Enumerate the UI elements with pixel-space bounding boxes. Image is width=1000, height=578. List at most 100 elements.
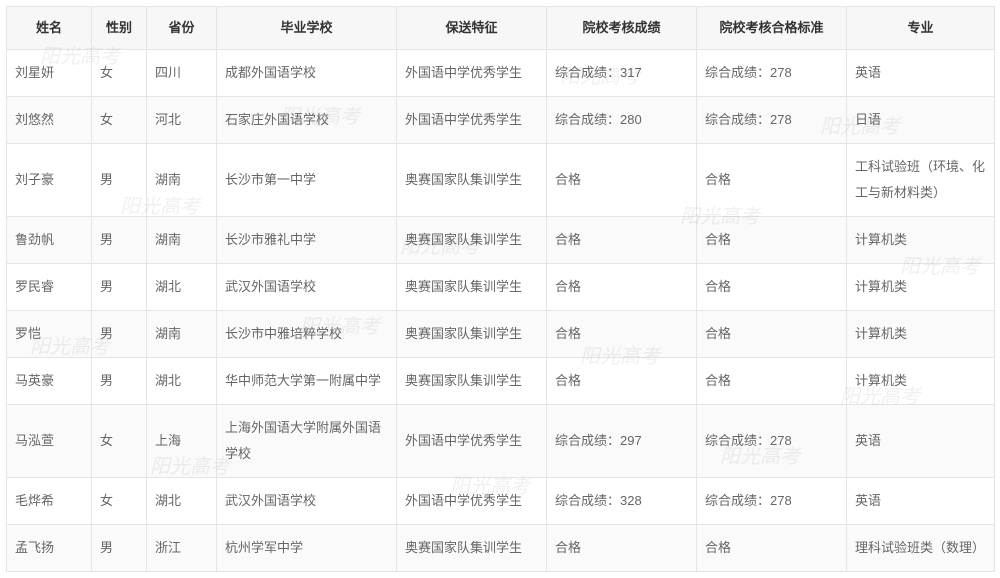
col-header-gender: 性别 — [92, 7, 147, 50]
cell-standard: 合格 — [697, 358, 847, 405]
cell-name: 刘悠然 — [7, 97, 92, 144]
table-row: 毛烨希女湖北武汉外国语学校外国语中学优秀学生综合成绩：328综合成绩：278英语 — [7, 478, 995, 525]
cell-name: 刘子豪 — [7, 144, 92, 217]
cell-province: 四川 — [147, 50, 217, 97]
cell-feature: 奥赛国家队集训学生 — [397, 358, 547, 405]
cell-province: 湖北 — [147, 478, 217, 525]
cell-province: 上海 — [147, 405, 217, 478]
cell-school: 武汉外国语学校 — [217, 478, 397, 525]
cell-standard: 合格 — [697, 144, 847, 217]
table-row: 罗恺男湖南长沙市中雅培粹学校奥赛国家队集训学生合格合格计算机类 — [7, 311, 995, 358]
cell-gender: 女 — [92, 97, 147, 144]
cell-gender: 女 — [92, 405, 147, 478]
cell-province: 湖南 — [147, 144, 217, 217]
cell-province: 河北 — [147, 97, 217, 144]
cell-feature: 外国语中学优秀学生 — [397, 97, 547, 144]
cell-school: 石家庄外国语学校 — [217, 97, 397, 144]
cell-major: 工科试验班（环境、化工与新材料类） — [847, 144, 995, 217]
cell-score: 综合成绩：317 — [547, 50, 697, 97]
cell-feature: 外国语中学优秀学生 — [397, 50, 547, 97]
cell-school: 杭州学军中学 — [217, 525, 397, 572]
cell-major: 英语 — [847, 478, 995, 525]
cell-province: 浙江 — [147, 525, 217, 572]
table-row: 刘子豪男湖南长沙市第一中学奥赛国家队集训学生合格合格工科试验班（环境、化工与新材… — [7, 144, 995, 217]
cell-name: 孟飞扬 — [7, 525, 92, 572]
table-row: 孟飞扬男浙江杭州学军中学奥赛国家队集训学生合格合格理科试验班类（数理） — [7, 525, 995, 572]
cell-major: 计算机类 — [847, 264, 995, 311]
cell-major: 理科试验班类（数理） — [847, 525, 995, 572]
cell-gender: 女 — [92, 478, 147, 525]
table-row: 刘悠然女河北石家庄外国语学校外国语中学优秀学生综合成绩：280综合成绩：278日… — [7, 97, 995, 144]
col-header-province: 省份 — [147, 7, 217, 50]
cell-name: 马英豪 — [7, 358, 92, 405]
col-header-score: 院校考核成绩 — [547, 7, 697, 50]
cell-school: 武汉外国语学校 — [217, 264, 397, 311]
cell-gender: 男 — [92, 217, 147, 264]
cell-school: 长沙市第一中学 — [217, 144, 397, 217]
table-header: 姓名性别省份毕业学校保送特征院校考核成绩院校考核合格标准专业 — [7, 7, 995, 50]
cell-province: 湖南 — [147, 311, 217, 358]
cell-name: 刘星妍 — [7, 50, 92, 97]
cell-standard: 综合成绩：278 — [697, 478, 847, 525]
cell-school: 长沙市雅礼中学 — [217, 217, 397, 264]
col-header-major: 专业 — [847, 7, 995, 50]
cell-standard: 综合成绩：278 — [697, 50, 847, 97]
table-row: 鲁劲帆男湖南长沙市雅礼中学奥赛国家队集训学生合格合格计算机类 — [7, 217, 995, 264]
cell-feature: 外国语中学优秀学生 — [397, 478, 547, 525]
cell-score: 合格 — [547, 358, 697, 405]
cell-feature: 奥赛国家队集训学生 — [397, 217, 547, 264]
col-header-feature: 保送特征 — [397, 7, 547, 50]
cell-score: 合格 — [547, 311, 697, 358]
cell-standard: 综合成绩：278 — [697, 97, 847, 144]
cell-gender: 男 — [92, 144, 147, 217]
cell-province: 湖北 — [147, 358, 217, 405]
cell-score: 综合成绩：297 — [547, 405, 697, 478]
cell-score: 综合成绩：328 — [547, 478, 697, 525]
table-row: 罗民睿男湖北武汉外国语学校奥赛国家队集训学生合格合格计算机类 — [7, 264, 995, 311]
table-row: 马英豪男湖北华中师范大学第一附属中学奥赛国家队集训学生合格合格计算机类 — [7, 358, 995, 405]
cell-name: 鲁劲帆 — [7, 217, 92, 264]
table-body: 刘星妍女四川成都外国语学校外国语中学优秀学生综合成绩：317综合成绩：278英语… — [7, 50, 995, 572]
cell-feature: 奥赛国家队集训学生 — [397, 311, 547, 358]
cell-major: 英语 — [847, 50, 995, 97]
cell-school: 华中师范大学第一附属中学 — [217, 358, 397, 405]
cell-school: 长沙市中雅培粹学校 — [217, 311, 397, 358]
cell-standard: 合格 — [697, 217, 847, 264]
cell-major: 英语 — [847, 405, 995, 478]
cell-score: 合格 — [547, 144, 697, 217]
col-header-name: 姓名 — [7, 7, 92, 50]
cell-score: 合格 — [547, 264, 697, 311]
cell-feature: 奥赛国家队集训学生 — [397, 525, 547, 572]
cell-feature: 奥赛国家队集训学生 — [397, 144, 547, 217]
cell-feature: 奥赛国家队集训学生 — [397, 264, 547, 311]
cell-gender: 女 — [92, 50, 147, 97]
cell-gender: 男 — [92, 358, 147, 405]
cell-standard: 合格 — [697, 311, 847, 358]
cell-school: 上海外国语大学附属外国语学校 — [217, 405, 397, 478]
cell-name: 罗恺 — [7, 311, 92, 358]
col-header-school: 毕业学校 — [217, 7, 397, 50]
cell-standard: 合格 — [697, 525, 847, 572]
cell-feature: 外国语中学优秀学生 — [397, 405, 547, 478]
cell-standard: 综合成绩：278 — [697, 405, 847, 478]
cell-name: 罗民睿 — [7, 264, 92, 311]
cell-province: 湖北 — [147, 264, 217, 311]
cell-gender: 男 — [92, 525, 147, 572]
cell-name: 马泓萱 — [7, 405, 92, 478]
cell-major: 日语 — [847, 97, 995, 144]
cell-gender: 男 — [92, 311, 147, 358]
cell-score: 合格 — [547, 217, 697, 264]
cell-major: 计算机类 — [847, 358, 995, 405]
cell-major: 计算机类 — [847, 217, 995, 264]
table-row: 刘星妍女四川成都外国语学校外国语中学优秀学生综合成绩：317综合成绩：278英语 — [7, 50, 995, 97]
cell-name: 毛烨希 — [7, 478, 92, 525]
cell-major: 计算机类 — [847, 311, 995, 358]
cell-province: 湖南 — [147, 217, 217, 264]
col-header-standard: 院校考核合格标准 — [697, 7, 847, 50]
cell-score: 综合成绩：280 — [547, 97, 697, 144]
cell-standard: 合格 — [697, 264, 847, 311]
cell-school: 成都外国语学校 — [217, 50, 397, 97]
table-row: 马泓萱女上海上海外国语大学附属外国语学校外国语中学优秀学生综合成绩：297综合成… — [7, 405, 995, 478]
cell-score: 合格 — [547, 525, 697, 572]
admission-table: 姓名性别省份毕业学校保送特征院校考核成绩院校考核合格标准专业 刘星妍女四川成都外… — [6, 6, 995, 572]
